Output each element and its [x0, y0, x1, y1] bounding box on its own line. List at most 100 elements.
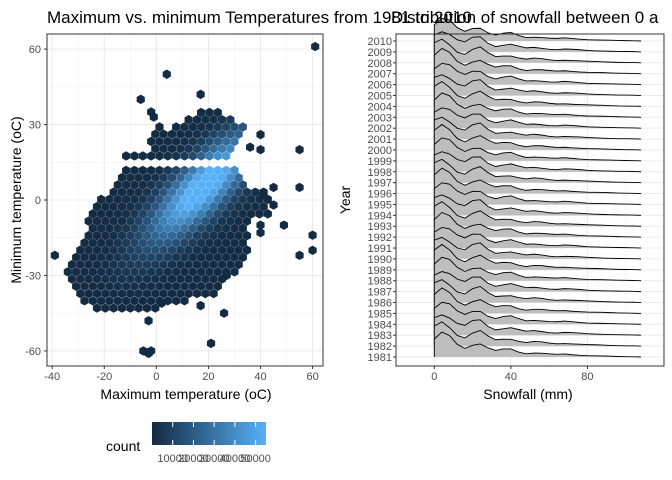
hexbin-cell: [130, 252, 139, 263]
hexbin-cell: [134, 230, 143, 241]
year-tick-label: 2008: [368, 58, 392, 70]
hexbin-cell: [105, 209, 114, 219]
ridge-line-1988: [433, 256, 642, 282]
ridge-area-1999: [434, 137, 642, 161]
hexbin-cell: [151, 216, 160, 226]
hexbin-cell: [188, 223, 197, 234]
hexbin-cell: [201, 201, 210, 212]
hexbin-cell: [217, 187, 227, 197]
ridge-area-1992: [434, 212, 642, 238]
hexbin-cell: [97, 194, 106, 205]
hexbin-cell: [192, 143, 202, 154]
hexbin-cell-outlier: [259, 190, 268, 200]
hexbin-cell: [122, 238, 131, 248]
hexbin-cell: [88, 223, 97, 234]
hexbin-cell: [188, 165, 197, 176]
hexbin-cell: [172, 223, 181, 234]
hexbin-cell: [109, 245, 118, 255]
hexbin-cell: [117, 172, 127, 183]
hexbin-cell: [88, 267, 97, 277]
year-tick-label: 1982: [368, 341, 392, 353]
year-tick-label: 2006: [368, 80, 392, 92]
ridge-line-1998: [433, 151, 642, 173]
hexbin-cell: [180, 281, 189, 292]
hexbin-cell: [209, 187, 218, 197]
hexbin-cell: [159, 129, 168, 139]
hexbin-cell: [130, 165, 139, 176]
hexbin-cell: [97, 267, 106, 277]
ridge-line-1993: [433, 201, 642, 227]
hexbin-cell: [126, 245, 135, 255]
hexbin-cell: [105, 223, 114, 234]
hexbin-cell: [222, 209, 231, 219]
hexbin-cell: [230, 180, 239, 190]
hexbin-cell: [192, 115, 202, 125]
hexbin-cell: [84, 274, 93, 284]
hexbin-cell: [126, 216, 135, 226]
hexbin-cell: [113, 223, 122, 234]
hexbin-cell: [122, 281, 131, 292]
ridge-area-1998: [434, 151, 642, 172]
hexbin-cell: [238, 122, 247, 132]
hexbin-cell: [151, 274, 160, 284]
hexbin-cell: [184, 115, 193, 125]
hexbin-cell: [230, 252, 239, 263]
hexbin-cell: [84, 230, 93, 241]
ridge-line-2001: [433, 116, 642, 140]
hexbin-cell: [180, 223, 189, 234]
hexbin-cell: [167, 129, 177, 139]
hexbin-cell: [155, 151, 164, 161]
hexbin-cell: [205, 136, 214, 147]
hexbin-cell: [138, 238, 147, 248]
hexbin-cell: [172, 267, 181, 277]
hexbin-cell: [122, 296, 131, 306]
hexbin-cell: [72, 252, 81, 263]
hexbin-cell: [242, 187, 252, 197]
hexbin-cell: [105, 252, 114, 263]
hexbin-cell: [205, 267, 214, 277]
hexbin-cell: [172, 122, 181, 132]
ridge-line-2003: [433, 92, 642, 118]
hexbin-cell: [101, 274, 110, 284]
hexbin-cell: [222, 223, 231, 234]
hexbin-cell: [205, 252, 214, 263]
hexbin-cell: [226, 201, 235, 212]
hexbin-cell: [138, 180, 147, 190]
right-ridgelines: [433, 17, 642, 358]
hexbin-cell: [126, 172, 135, 183]
hexbin-cell: [126, 201, 135, 212]
hexbin-cell: [255, 209, 264, 219]
hexbin-cell: [217, 143, 227, 154]
hexbin-cell: [80, 267, 89, 277]
hexbin-cell: [92, 288, 102, 299]
hexbin-cell: [151, 187, 160, 197]
ridge-area-2007: [434, 48, 642, 74]
hexbin-cell: [167, 216, 177, 226]
ridge-line-2000: [433, 123, 642, 151]
hexbin-cell: [122, 165, 131, 176]
hexbin-cell: [213, 165, 222, 176]
hexbin-cell: [130, 223, 139, 234]
year-tick-label: 1993: [368, 221, 392, 233]
hexbin-cell: [105, 194, 114, 205]
ridge-line-2006: [433, 62, 642, 86]
hexbin-cell: [205, 281, 214, 292]
ridge-area-2008: [434, 39, 642, 63]
hexbin-cell: [159, 245, 168, 255]
hexbin-cell: [163, 267, 172, 277]
hexbin-cell: [142, 216, 152, 226]
hexbin-cell-outlier: [256, 227, 265, 238]
hexbin-cell: [217, 172, 227, 183]
hexbin-cell: [176, 274, 185, 284]
hexbin-cell: [201, 216, 210, 226]
hexbin-cell: [201, 274, 210, 284]
hexbin-cell: [76, 259, 85, 270]
year-tick-label: 1994: [368, 210, 392, 222]
hexbin-cell: [126, 259, 135, 270]
hexbin-cell: [72, 281, 81, 292]
ridge-line-1991: [433, 226, 642, 249]
right-panel: 0 40 80 1981198219831984198519861987198819…: [337, 17, 665, 402]
ridge-area-1988: [434, 257, 642, 281]
hexbin-cell: [226, 172, 235, 183]
hexbin-cell: [101, 216, 110, 226]
